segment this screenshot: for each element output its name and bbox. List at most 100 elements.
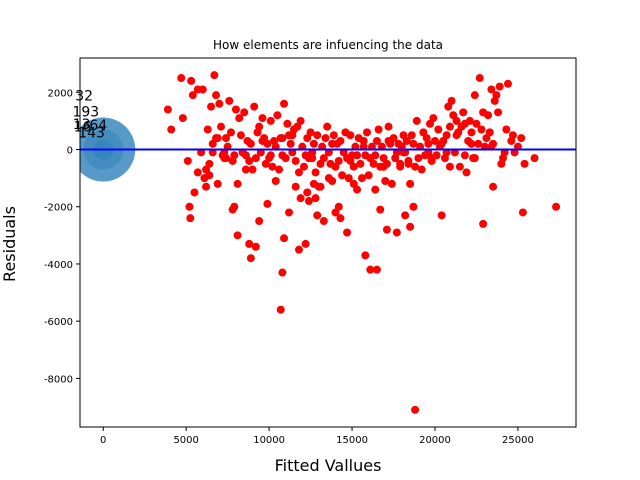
data-point xyxy=(198,85,207,94)
data-point xyxy=(503,79,512,88)
data-point xyxy=(445,162,454,171)
data-point xyxy=(280,99,289,108)
x-tick-label: 0 xyxy=(100,435,106,446)
data-point xyxy=(207,102,216,111)
data-point xyxy=(465,116,474,125)
data-point xyxy=(226,128,235,137)
data-point xyxy=(346,131,355,140)
data-point xyxy=(479,219,488,228)
point-annotation: 193 xyxy=(72,105,99,121)
data-point xyxy=(508,131,517,140)
data-point xyxy=(283,119,292,128)
data-point xyxy=(296,194,305,203)
data-point xyxy=(178,114,187,123)
data-point xyxy=(334,202,343,211)
data-point xyxy=(387,179,396,188)
data-point xyxy=(251,242,260,251)
data-point xyxy=(499,154,508,163)
data-point xyxy=(255,122,264,131)
y-tick-label: 2000 xyxy=(48,88,73,99)
point-annotation: 32 xyxy=(75,88,93,104)
data-point xyxy=(485,128,494,137)
data-point xyxy=(311,168,320,177)
data-point xyxy=(246,139,255,148)
data-point xyxy=(329,131,338,140)
data-point xyxy=(344,174,353,183)
data-point xyxy=(366,265,375,274)
point-annotation: 13 xyxy=(73,117,91,133)
data-point xyxy=(212,91,221,100)
data-point xyxy=(245,156,254,165)
data-point xyxy=(502,125,511,134)
data-point xyxy=(434,125,443,134)
data-point xyxy=(447,96,456,105)
data-point xyxy=(217,122,226,131)
data-point xyxy=(278,268,287,277)
data-point xyxy=(213,179,222,188)
data-point xyxy=(437,211,446,220)
data-point xyxy=(187,76,196,85)
data-point xyxy=(487,85,496,94)
data-point xyxy=(258,136,267,145)
data-point xyxy=(241,165,250,174)
data-point xyxy=(271,177,280,185)
y-axis-title: Residuals xyxy=(0,206,19,282)
data-point xyxy=(210,71,219,80)
data-point xyxy=(411,405,420,414)
x-tick-label: 20000 xyxy=(419,435,451,446)
point-annotation: 143 xyxy=(78,126,105,142)
data-point xyxy=(517,134,526,143)
data-point xyxy=(371,151,380,160)
data-point xyxy=(372,265,381,274)
data-point xyxy=(424,139,433,148)
data-point xyxy=(384,122,393,131)
data-point xyxy=(489,182,498,191)
chart-title: How elements are infuencing the data xyxy=(213,38,443,52)
data-point xyxy=(552,202,561,211)
data-point xyxy=(452,116,461,125)
data-point xyxy=(520,159,529,168)
data-point xyxy=(248,165,257,174)
data-point xyxy=(280,234,289,243)
data-point xyxy=(384,136,393,145)
point-annotation: 16 xyxy=(74,120,92,136)
data-point xyxy=(474,139,483,148)
data-point xyxy=(188,91,197,100)
data-point xyxy=(392,228,401,237)
data-point xyxy=(273,111,282,120)
data-point xyxy=(336,136,345,145)
data-point xyxy=(193,168,202,177)
data-point xyxy=(494,108,503,117)
data-point xyxy=(291,156,300,165)
data-point xyxy=(245,239,254,248)
data-point xyxy=(200,174,209,183)
data-point xyxy=(288,131,297,140)
data-point xyxy=(401,211,410,220)
data-point xyxy=(177,74,186,83)
data-point xyxy=(452,131,461,140)
data-point xyxy=(221,134,230,143)
data-point xyxy=(359,136,368,145)
data-point xyxy=(349,179,358,188)
data-point xyxy=(313,211,322,220)
data-point xyxy=(460,151,469,160)
data-point xyxy=(236,131,245,140)
data-point xyxy=(414,154,423,163)
data-point xyxy=(417,165,426,174)
data-point xyxy=(328,139,337,148)
data-point xyxy=(296,116,305,125)
data-point xyxy=(379,162,388,171)
data-point xyxy=(313,131,322,140)
x-tick-label: 15000 xyxy=(336,435,368,446)
data-point xyxy=(281,154,290,163)
data-point xyxy=(309,139,318,148)
data-point xyxy=(467,139,476,148)
data-point xyxy=(477,125,486,134)
y-tick-label: -8000 xyxy=(44,374,73,385)
data-point xyxy=(364,171,373,180)
data-point xyxy=(492,91,501,100)
data-point xyxy=(484,111,493,120)
data-point xyxy=(311,194,320,203)
